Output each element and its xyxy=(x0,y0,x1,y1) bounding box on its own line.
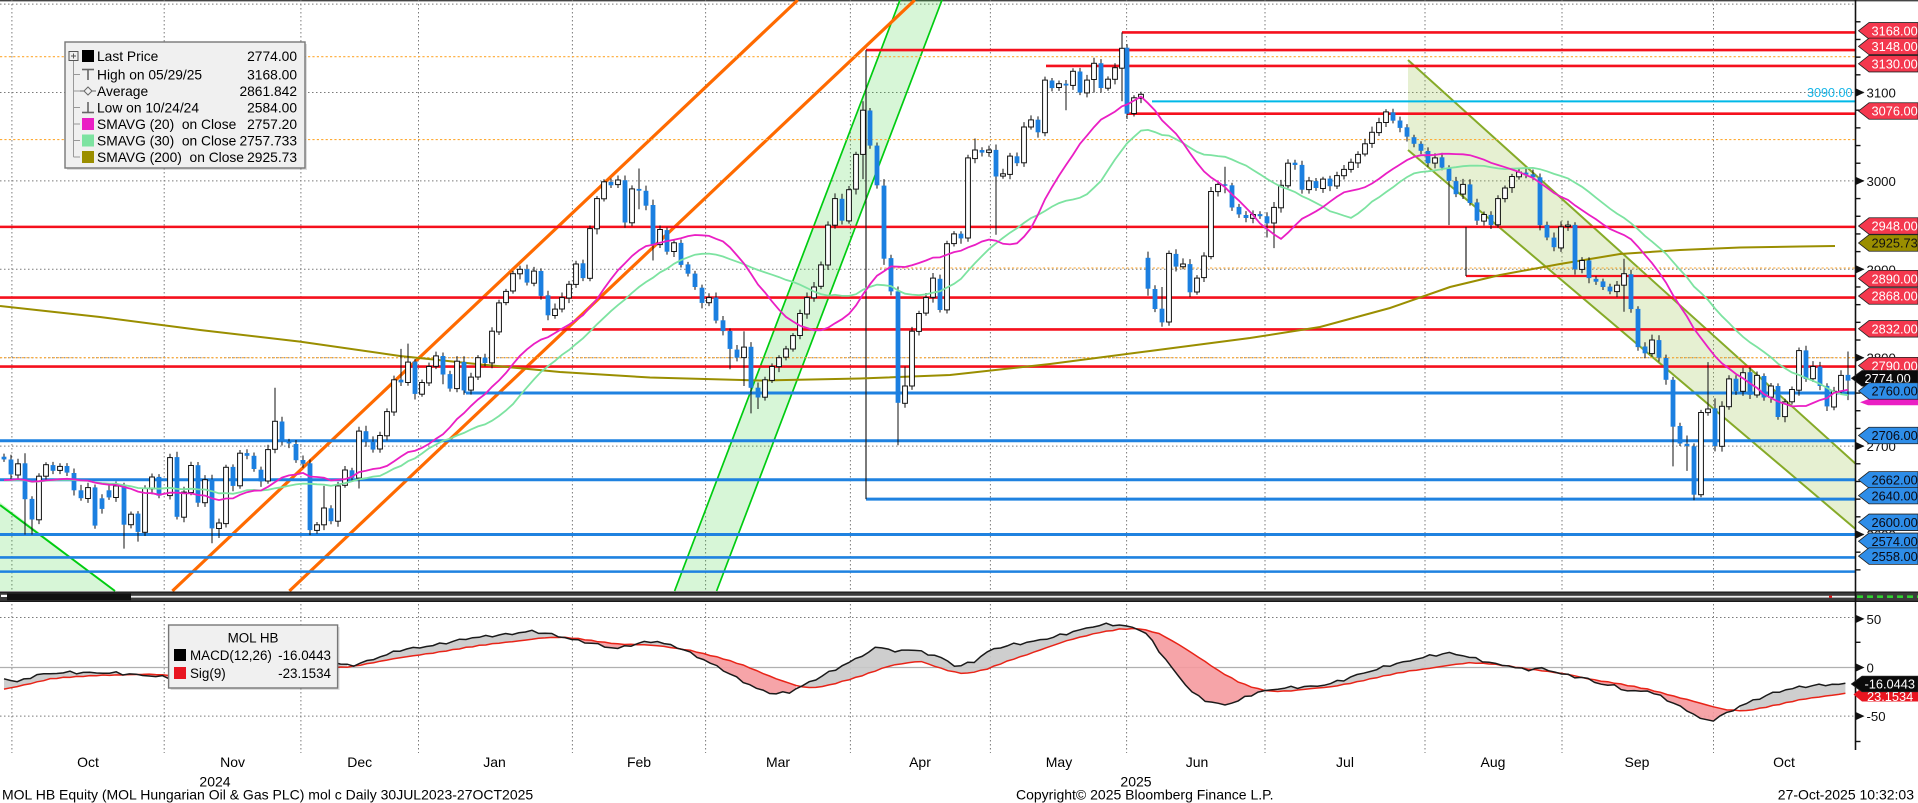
svg-text:MOL HB: MOL HB xyxy=(228,631,279,646)
svg-text:-16.0443: -16.0443 xyxy=(1865,677,1916,692)
svg-text:SMAVG (20) on Close: SMAVG (20) on Close xyxy=(97,117,237,132)
svg-text:2640.00: 2640.00 xyxy=(1872,488,1918,503)
svg-text:0: 0 xyxy=(1867,661,1874,676)
svg-text:3076.00: 3076.00 xyxy=(1872,104,1918,119)
svg-text:Jun: Jun xyxy=(1186,754,1209,770)
svg-text:23.1534: 23.1534 xyxy=(1867,689,1913,704)
svg-text:2024: 2024 xyxy=(199,774,230,790)
svg-text:SMAVG (200) on Close: SMAVG (200) on Close xyxy=(97,150,244,165)
svg-text:2584.00: 2584.00 xyxy=(247,100,297,115)
svg-text:2948.00: 2948.00 xyxy=(1872,219,1918,234)
svg-text:2574.00: 2574.00 xyxy=(1872,534,1918,549)
svg-text:MACD(12,26): MACD(12,26) xyxy=(190,648,272,663)
svg-text:3000: 3000 xyxy=(1867,174,1896,189)
svg-text:3168.00: 3168.00 xyxy=(247,67,297,82)
svg-text:Oct: Oct xyxy=(1773,754,1795,770)
svg-text:Mar: Mar xyxy=(766,754,790,770)
svg-text:3148.00: 3148.00 xyxy=(1872,39,1918,54)
svg-text:High on 05/29/25: High on 05/29/25 xyxy=(97,67,202,82)
svg-text:50: 50 xyxy=(1867,612,1882,627)
svg-text:2774.00: 2774.00 xyxy=(1865,371,1911,386)
svg-text:27-Oct-2025 10:32:03: 27-Oct-2025 10:32:03 xyxy=(1778,787,1914,803)
svg-text:2925.73: 2925.73 xyxy=(247,150,297,165)
svg-text:2861.842: 2861.842 xyxy=(239,84,297,99)
svg-text:Low on 10/24/24: Low on 10/24/24 xyxy=(97,100,199,115)
svg-text:Feb: Feb xyxy=(627,754,651,770)
svg-text:2757.20: 2757.20 xyxy=(247,117,297,132)
svg-text:Average: Average xyxy=(97,84,148,99)
svg-text:2558.00: 2558.00 xyxy=(1872,549,1918,564)
svg-text:Apr: Apr xyxy=(909,754,931,770)
svg-text:2868.00: 2868.00 xyxy=(1872,289,1918,304)
svg-text:Oct: Oct xyxy=(77,754,99,770)
svg-text:2757.733: 2757.733 xyxy=(239,133,297,148)
svg-text:Jul: Jul xyxy=(1336,754,1354,770)
svg-text:Copyright© 2025 Bloomberg Fina: Copyright© 2025 Bloomberg Finance L.P. xyxy=(1016,787,1274,803)
svg-text:Sig(9): Sig(9) xyxy=(190,666,226,681)
svg-text:-16.0443: -16.0443 xyxy=(278,648,331,663)
svg-text:-50: -50 xyxy=(1867,709,1886,724)
svg-text:2760.00: 2760.00 xyxy=(1872,384,1918,399)
svg-text:Aug: Aug xyxy=(1481,754,1506,770)
svg-text:3090.00: 3090.00 xyxy=(1807,86,1853,100)
svg-text:2774.00: 2774.00 xyxy=(247,49,297,64)
svg-text:-23.1534: -23.1534 xyxy=(278,666,331,681)
svg-text:SMAVG (30) on Close: SMAVG (30) on Close xyxy=(97,133,237,148)
svg-text:Sep: Sep xyxy=(1625,754,1650,770)
svg-text:3168.00: 3168.00 xyxy=(1872,24,1918,39)
svg-text:Jan: Jan xyxy=(483,754,506,770)
svg-text:Last Price: Last Price xyxy=(97,49,159,64)
svg-text:3100: 3100 xyxy=(1867,86,1896,101)
svg-text:Nov: Nov xyxy=(220,754,245,770)
svg-text:2706.00: 2706.00 xyxy=(1872,428,1918,443)
svg-text:2662.00: 2662.00 xyxy=(1872,473,1918,488)
svg-text:Dec: Dec xyxy=(347,754,372,770)
svg-text:2890.00: 2890.00 xyxy=(1872,271,1918,286)
svg-text:2025: 2025 xyxy=(1120,774,1151,790)
svg-text:2832.00: 2832.00 xyxy=(1872,322,1918,337)
svg-text:2790.00: 2790.00 xyxy=(1872,358,1918,373)
svg-text:2600.00: 2600.00 xyxy=(1872,515,1918,530)
svg-text:2925.73: 2925.73 xyxy=(1872,236,1918,251)
svg-text:May: May xyxy=(1046,754,1072,770)
svg-text:3130.00: 3130.00 xyxy=(1872,56,1918,71)
svg-text:MOL HB Equity (MOL Hungarian O: MOL HB Equity (MOL Hungarian Oil & Gas P… xyxy=(2,787,533,803)
